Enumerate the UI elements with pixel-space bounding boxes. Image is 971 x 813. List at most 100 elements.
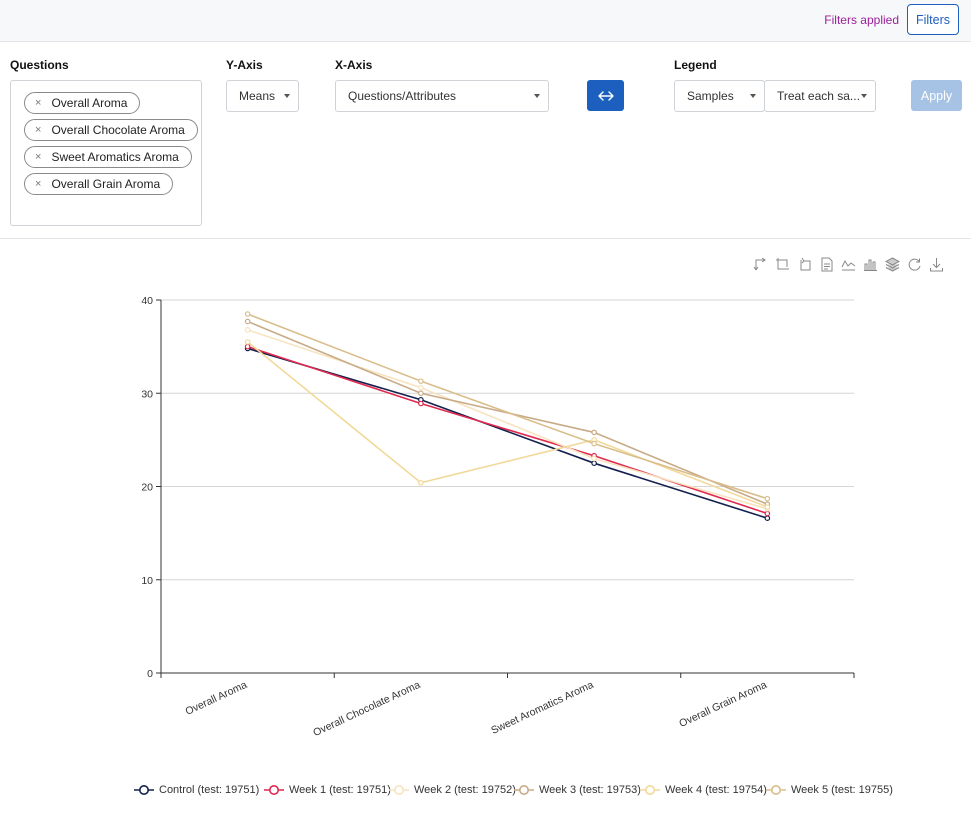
download-icon[interactable] (928, 256, 945, 273)
legend-label: Week 5 (test: 19755) (791, 784, 893, 796)
data-point[interactable] (591, 460, 597, 466)
legend-label: Week 3 (test: 19753) (539, 784, 641, 796)
yaxis-value: Means (239, 89, 276, 103)
chart-series (244, 311, 771, 522)
x-tick-label: Overall Chocolate Aroma (311, 679, 422, 739)
data-point[interactable] (418, 479, 424, 486)
apply-button[interactable]: Apply (911, 80, 962, 111)
legend-item[interactable]: Week 2 (test: 19752) (389, 780, 516, 800)
data-point[interactable] (591, 429, 597, 436)
legend-item[interactable]: Control (test: 19751) (134, 780, 259, 800)
data-point[interactable] (764, 515, 771, 522)
data-point[interactable] (418, 378, 424, 384)
data-point[interactable] (591, 440, 597, 447)
bar-chart-icon[interactable] (862, 256, 879, 273)
legend-item[interactable]: Week 3 (test: 19753) (514, 780, 641, 800)
legend-marker-icon (514, 785, 534, 795)
stack-icon[interactable] (884, 256, 901, 273)
x-tick-label: Overall Aroma (184, 679, 250, 718)
line-chart: 0 10 20 30 40 Overall Aroma Overall Chocolate… (141, 295, 855, 739)
xaxis-label: X-Axis (335, 58, 373, 72)
data-point[interactable] (591, 455, 597, 462)
yaxis-label: Y-Axis (226, 58, 263, 72)
data-point[interactable] (764, 510, 771, 517)
legend-marker-icon (134, 785, 154, 795)
chip-label: Overall Chocolate Aroma (51, 123, 185, 137)
remove-chip-icon[interactable]: × (35, 151, 42, 163)
legend-item[interactable]: Week 4 (test: 19754) (640, 780, 767, 800)
series-line (247, 345, 768, 515)
question-chip: × Sweet Aromatics Aroma (24, 146, 192, 168)
controls-panel: Questions × Overall Aroma × Overall Choc… (0, 42, 971, 239)
treat-value: Treat each sa... (777, 89, 860, 103)
legend-marker-icon (264, 785, 284, 795)
line-chart-icon[interactable] (840, 256, 857, 273)
legend-marker-icon (640, 785, 660, 795)
legend-label: Week 1 (test: 19751) (289, 784, 391, 796)
data-point[interactable] (764, 504, 771, 510)
filters-applied-text: Filters applied (824, 13, 899, 27)
data-point[interactable] (764, 495, 771, 502)
legend-value: Samples (687, 89, 734, 103)
y-tick-label: 10 (141, 575, 153, 587)
y-axis: 0 10 20 30 40 (141, 295, 162, 680)
legend-label: Legend (674, 58, 717, 72)
question-chip: × Overall Aroma (24, 92, 141, 114)
y-tick-label: 30 (141, 388, 153, 400)
x-tick-label: Overall Grain Aroma (677, 679, 768, 730)
legend-item[interactable]: Week 1 (test: 19751) (264, 780, 391, 800)
yaxis-select[interactable]: Means (226, 80, 299, 112)
xaxis-value: Questions/Attributes (348, 89, 457, 103)
legend-label: Control (test: 19751) (159, 784, 260, 796)
y-tick-label: 20 (141, 482, 153, 494)
swap-axes-icon[interactable] (752, 256, 769, 273)
data-point[interactable] (244, 311, 251, 317)
chart-toolbox (752, 256, 945, 274)
series-line (247, 347, 768, 519)
question-chip: × Overall Grain Aroma (24, 173, 174, 195)
series-line (247, 313, 768, 500)
chart-legend: Control (test: 19751) Week 1 (test: 19751… (0, 780, 971, 800)
chip-label: Sweet Aromatics Aroma (51, 150, 179, 164)
chevron-down-icon (750, 94, 756, 98)
series-line (247, 341, 768, 508)
questions-label: Questions (10, 58, 69, 72)
legend-marker-icon (766, 785, 786, 795)
restore-icon[interactable] (906, 256, 923, 273)
chip-label: Overall Aroma (51, 96, 128, 110)
xaxis-select[interactable]: Questions/Attributes (335, 80, 549, 112)
y-tick-label: 40 (141, 295, 153, 307)
data-point[interactable] (244, 327, 251, 333)
remove-chip-icon[interactable]: × (35, 97, 42, 109)
filters-button[interactable]: Filters (907, 4, 959, 35)
crop-icon[interactable] (774, 256, 791, 273)
crop-reset-icon[interactable] (796, 256, 813, 273)
legend-label: Week 4 (test: 19754) (665, 784, 767, 796)
y-tick-label: 0 (147, 668, 153, 680)
legend-item[interactable]: Week 5 (test: 19755) (766, 780, 893, 800)
top-bar: Filters applied Filters (0, 0, 971, 42)
data-view-icon[interactable] (818, 256, 835, 273)
chevron-down-icon (284, 94, 290, 98)
x-axis: Overall Aroma Overall Chocolate Aroma Swee… (160, 672, 855, 739)
chevron-down-icon (534, 94, 540, 98)
legend-marker-icon (389, 785, 409, 795)
swap-axes-button[interactable] (587, 80, 624, 111)
remove-chip-icon[interactable]: × (35, 124, 42, 136)
chevron-down-icon (861, 94, 867, 98)
treat-select[interactable]: Treat each sa... (764, 80, 876, 112)
data-point[interactable] (244, 339, 251, 345)
series-line (247, 329, 768, 510)
chip-label: Overall Grain Aroma (51, 177, 161, 191)
data-point[interactable] (418, 384, 424, 391)
question-chip: × Overall Chocolate Aroma (24, 119, 198, 141)
x-tick-label: Sweet Aromatics Aroma (489, 679, 595, 737)
data-point[interactable] (244, 343, 251, 350)
data-point[interactable] (418, 390, 424, 397)
data-point[interactable] (244, 318, 251, 325)
questions-multiselect[interactable]: × Overall Aroma × Overall Chocolate Arom… (10, 80, 202, 226)
legend-select[interactable]: Samples (674, 80, 765, 112)
remove-chip-icon[interactable]: × (35, 178, 42, 190)
legend-label: Week 2 (test: 19752) (414, 784, 516, 796)
data-point[interactable] (418, 400, 424, 407)
